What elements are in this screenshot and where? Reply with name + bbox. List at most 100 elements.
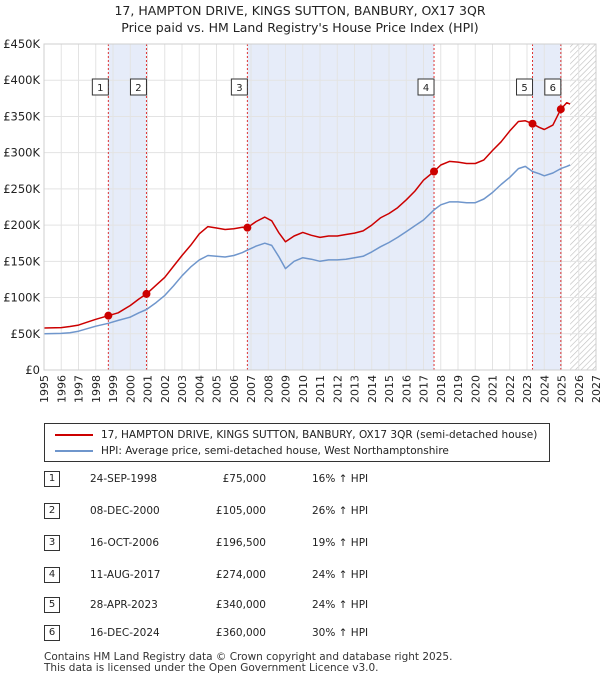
- x-tick-label: 2003: [176, 375, 189, 403]
- price-chart: 1 2 3 4 5 6 £0 £50K £100K £150K £200K £250K £300K £3…: [3, 37, 600, 403]
- sale-point-marker: [142, 289, 151, 298]
- x-tick-label: 2008: [262, 375, 275, 403]
- y-tick-label: £150K: [3, 254, 40, 268]
- shaded-period: [532, 44, 561, 370]
- x-tick-label: 2022: [504, 375, 517, 403]
- footer-licence: This data is licensed under the Open Gov…: [44, 662, 379, 674]
- x-tick-label: 2026: [573, 375, 586, 403]
- legend-label-hpi: HPI: Average price, semi-detached house,…: [101, 445, 449, 457]
- x-tick-label: 2013: [349, 375, 362, 403]
- x-tick-label: 2023: [521, 375, 534, 403]
- sale-label-box: [516, 78, 534, 96]
- sale-label-box: [544, 78, 562, 96]
- sale-label-text: 2: [135, 83, 141, 94]
- x-tick-label: 2000: [124, 375, 137, 403]
- sale-label-text: 1: [97, 83, 103, 94]
- x-tick-label: 1999: [107, 375, 120, 403]
- sale-label-box: [230, 78, 248, 96]
- x-tick-label: 2009: [280, 375, 293, 403]
- sale-hpi-change: 24% ↑ HPI: [312, 599, 369, 611]
- x-tick-label: 1998: [90, 375, 103, 403]
- sale-point-marker: [243, 223, 252, 232]
- sale-row: 2 08-DEC-2000 £105,000 26% ↑ HPI: [0, 503, 600, 521]
- y-tick-label: £400K: [3, 73, 40, 87]
- sale-label-text: 6: [550, 83, 556, 94]
- legend-swatch-property: [55, 434, 93, 436]
- sale-label-box: [417, 78, 435, 96]
- sale-price: £75,000: [222, 473, 266, 485]
- sale-point-marker: [556, 105, 565, 114]
- x-tick-label: 2015: [383, 375, 396, 403]
- sale-point-marker: [528, 119, 537, 128]
- plot-border: [43, 43, 597, 371]
- x-tick-label: 2019: [452, 375, 465, 403]
- x-tick-label: 2016: [400, 375, 413, 403]
- sale-hpi-change: 19% ↑ HPI: [312, 537, 369, 549]
- x-tick-label: 2006: [228, 375, 241, 403]
- chart-subtitle: Price paid vs. HM Land Registry's House …: [121, 20, 479, 35]
- sale-row: 4 11-AUG-2017 £274,000 24% ↑ HPI: [0, 567, 600, 585]
- x-tick-label: 2011: [314, 375, 327, 403]
- sale-number-badge: 1: [44, 471, 60, 487]
- shaded-period: [247, 44, 435, 370]
- sale-row: 6 16-DEC-2024 £360,000 30% ↑ HPI: [0, 625, 600, 643]
- sale-date: 11-AUG-2017: [90, 569, 161, 581]
- x-tick-label: 1995: [38, 375, 51, 403]
- sale-date: 16-OCT-2006: [90, 537, 159, 549]
- property-price-line: [44, 101, 571, 329]
- sale-row: 5 28-APR-2023 £340,000 24% ↑ HPI: [0, 597, 600, 615]
- sale-number-badge: 4: [44, 567, 60, 583]
- shaded-period: [108, 44, 147, 370]
- sale-number-badge: 5: [44, 597, 60, 613]
- sale-price: £196,500: [215, 537, 266, 549]
- sale-point-marker: [104, 311, 113, 320]
- sale-label-box: [129, 78, 147, 96]
- chart-title: 17, HAMPTON DRIVE, KINGS SUTTON, BANBURY…: [114, 3, 486, 18]
- y-tick-label: £50K: [11, 327, 41, 341]
- sale-label-box: [91, 78, 109, 96]
- x-tick-label: 2005: [211, 375, 224, 403]
- x-tick-label: 2010: [297, 375, 310, 403]
- sale-date: 08-DEC-2000: [90, 505, 160, 517]
- sale-price: £274,000: [215, 569, 266, 581]
- y-tick-label: £450K: [3, 37, 40, 51]
- y-tick-label: £100K: [3, 291, 40, 305]
- x-tick-label: 2024: [538, 375, 551, 403]
- future-hatch-region: [570, 44, 596, 370]
- x-tick-label: 2025: [556, 375, 569, 403]
- sale-number-badge: 6: [44, 625, 60, 641]
- legend-swatch-hpi: [55, 450, 93, 452]
- sale-label-text: 4: [423, 83, 429, 94]
- y-tick-label: £350K: [3, 109, 40, 123]
- footer-copyright: Contains HM Land Registry data © Crown c…: [44, 651, 453, 663]
- x-tick-label: 2020: [469, 375, 482, 403]
- sale-hpi-change: 26% ↑ HPI: [312, 505, 369, 517]
- sale-hpi-change: 24% ↑ HPI: [312, 569, 369, 581]
- x-tick-label: 2001: [142, 375, 155, 403]
- legend-item-hpi: HPI: Average price, semi-detached house,…: [55, 444, 449, 458]
- sale-hpi-change: 16% ↑ HPI: [312, 473, 369, 485]
- legend-label-property: 17, HAMPTON DRIVE, KINGS SUTTON, BANBURY…: [101, 429, 538, 441]
- sale-row: 1 24-SEP-1998 £75,000 16% ↑ HPI: [0, 471, 600, 489]
- sale-number-badge: 3: [44, 535, 60, 551]
- x-tick-label: 2002: [159, 375, 172, 403]
- sale-price: £360,000: [215, 627, 266, 639]
- x-tick-label: 1997: [73, 375, 86, 403]
- x-tick-label: 2007: [245, 375, 258, 403]
- hpi-line: [44, 164, 571, 335]
- sale-label-text: 3: [236, 83, 242, 94]
- y-tick-label: £0: [25, 363, 40, 377]
- sale-number-badge: 2: [44, 503, 60, 519]
- x-tick-label: 1996: [55, 375, 68, 403]
- x-tick-label: 2021: [487, 375, 500, 403]
- sale-date: 16-DEC-2024: [90, 627, 160, 639]
- sale-row: 3 16-OCT-2006 £196,500 19% ↑ HPI: [0, 535, 600, 553]
- sale-hpi-change: 30% ↑ HPI: [312, 627, 369, 639]
- y-tick-label: £250K: [3, 182, 40, 196]
- x-tick-label: 2017: [418, 375, 431, 403]
- y-tick-label: £300K: [3, 146, 40, 160]
- sale-price: £105,000: [215, 505, 266, 517]
- sale-date: 24-SEP-1998: [90, 473, 158, 485]
- y-tick-label: £200K: [3, 218, 40, 232]
- sale-price: £340,000: [215, 599, 266, 611]
